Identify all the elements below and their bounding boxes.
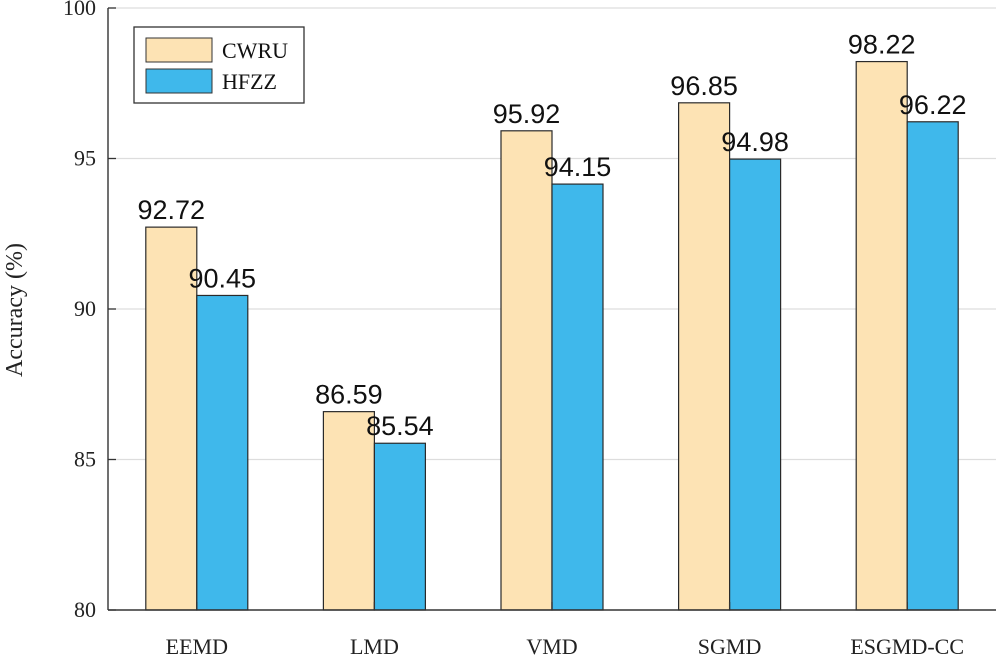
legend-swatch-hfzz <box>145 68 213 94</box>
y-tick-label: 90 <box>74 296 96 321</box>
x-tick-label: LMD <box>350 634 399 659</box>
axes: 80 85 90 95 100 EEMD LMD VMD SGMD ESGMD-CC <box>63 0 996 659</box>
y-tick-label: 100 <box>63 0 96 20</box>
data-label-cwru-eemd: 92.72 <box>138 195 206 225</box>
legend: CWRU HFZZ <box>133 26 305 104</box>
bar-cwru-esgmd-cc <box>855 60 908 611</box>
x-tick-label: ESGMD-CC <box>850 634 964 659</box>
data-label-cwru-vmd: 95.92 <box>493 99 561 129</box>
bar-cwru-lmd <box>322 411 375 611</box>
y-tick-label: 80 <box>74 597 96 622</box>
x-tick-label: EEMD <box>166 634 228 659</box>
bar-cwru-eemd <box>145 226 198 611</box>
bars <box>145 60 959 611</box>
bar-cwru-sgmd <box>677 102 731 611</box>
y-tick-label: 85 <box>74 447 96 472</box>
y-tick-label: 95 <box>74 146 96 171</box>
data-label-hfzz-sgmd: 94.98 <box>721 127 789 157</box>
data-label-hfzz-lmd: 85.54 <box>366 411 434 441</box>
bar-hfzz-esgmd-cc <box>906 121 959 611</box>
x-tick-label: VMD <box>526 634 577 659</box>
legend-label-hfzz: HFZZ <box>222 69 277 94</box>
legend-label-cwru: CWRU <box>222 38 288 63</box>
bar-hfzz-vmd <box>551 183 604 611</box>
y-axis-title: Accuracy (%) <box>2 243 28 377</box>
data-label-cwru-esgmd-cc: 98.22 <box>848 30 916 60</box>
data-label-cwru-lmd: 86.59 <box>315 380 383 410</box>
bar-hfzz-lmd <box>373 442 426 611</box>
bar-hfzz-eemd <box>196 294 249 611</box>
legend-swatch-cwru <box>145 37 213 63</box>
data-label-hfzz-esgmd-cc: 96.22 <box>899 90 967 120</box>
bar-cwru-vmd <box>500 130 553 611</box>
x-tick-label: SGMD <box>698 634 762 659</box>
data-label-hfzz-vmd: 94.15 <box>544 152 612 182</box>
bar-hfzz-sgmd <box>728 158 782 611</box>
data-label-cwru-sgmd: 96.85 <box>670 71 738 101</box>
data-label-hfzz-eemd: 90.45 <box>189 263 257 293</box>
